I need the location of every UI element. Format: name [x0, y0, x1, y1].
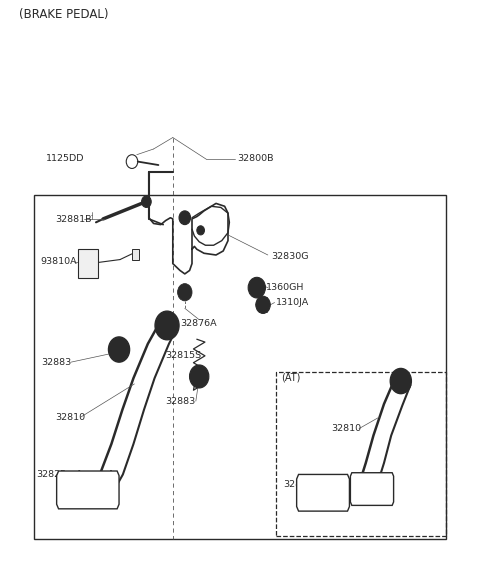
Bar	[132, 249, 139, 260]
Circle shape	[390, 368, 411, 394]
Circle shape	[256, 296, 270, 313]
Text: (BRAKE PEDAL): (BRAKE PEDAL)	[19, 8, 108, 21]
Circle shape	[179, 211, 191, 225]
Text: 32883: 32883	[166, 397, 196, 406]
Text: 32825A: 32825A	[283, 480, 320, 489]
Bar	[78, 249, 98, 278]
Polygon shape	[297, 474, 349, 511]
Circle shape	[114, 344, 124, 355]
Text: 1125DD: 1125DD	[46, 154, 84, 163]
Text: 32800B: 32800B	[238, 154, 274, 163]
Polygon shape	[57, 471, 119, 509]
Text: 32883: 32883	[41, 358, 71, 367]
Bar	[276, 372, 446, 536]
Circle shape	[248, 277, 265, 298]
Text: 32815S: 32815S	[166, 351, 202, 360]
Circle shape	[396, 375, 406, 387]
Text: 32830G: 32830G	[271, 252, 309, 261]
Text: 93810A: 93810A	[41, 257, 77, 266]
Circle shape	[162, 319, 172, 332]
Circle shape	[253, 283, 261, 292]
Circle shape	[182, 215, 187, 221]
Text: 1310JA: 1310JA	[276, 298, 309, 307]
Circle shape	[178, 284, 192, 301]
Text: 1360GH: 1360GH	[266, 283, 305, 292]
Text: 32825: 32825	[36, 470, 66, 479]
Text: 32810: 32810	[331, 424, 361, 433]
Circle shape	[155, 311, 179, 340]
Circle shape	[197, 226, 204, 235]
Bar	[34, 195, 446, 539]
Circle shape	[142, 196, 151, 207]
Text: (AT): (AT)	[281, 372, 300, 382]
Text: 32876A: 32876A	[180, 319, 216, 328]
Circle shape	[190, 365, 209, 388]
Circle shape	[108, 337, 130, 362]
Circle shape	[195, 371, 204, 382]
Circle shape	[260, 301, 266, 309]
Circle shape	[182, 289, 188, 296]
Polygon shape	[350, 473, 394, 505]
Text: 32810: 32810	[55, 413, 85, 422]
Text: 32881B: 32881B	[55, 215, 92, 224]
